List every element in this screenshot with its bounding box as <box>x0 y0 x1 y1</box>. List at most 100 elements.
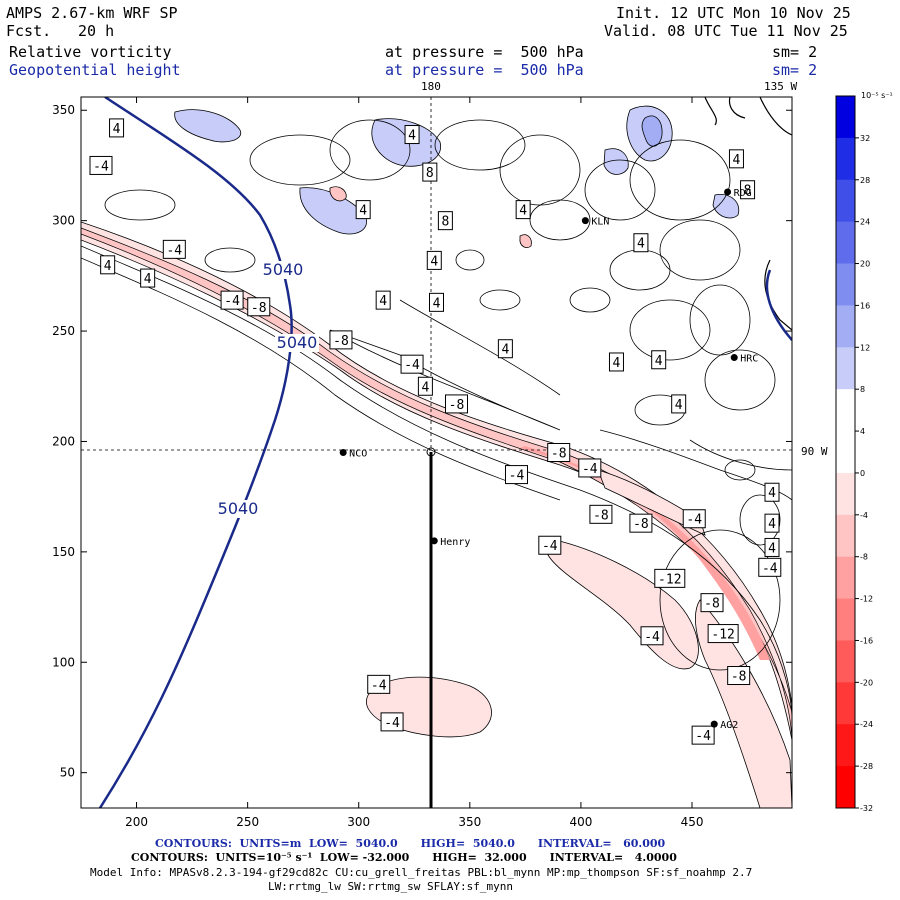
label-box <box>140 268 156 288</box>
vorticity-contour-label: -4 <box>682 509 706 529</box>
label-text: 4 <box>421 380 429 395</box>
forecast-label: Fcst. <box>6 22 52 40</box>
vorticity-contour-label: 4 <box>404 125 420 145</box>
label-text: 4 <box>519 204 527 219</box>
contour-rings <box>104 119 781 671</box>
colorbar-tick-label: -24 <box>860 720 873 729</box>
label-box <box>220 290 244 310</box>
label-box <box>404 125 420 145</box>
label-box <box>400 354 424 374</box>
label-box <box>633 233 649 253</box>
pos-vorticity-area-g <box>712 194 740 219</box>
station-label: KLN <box>591 217 609 228</box>
label-text: 4 <box>144 272 152 287</box>
label-box <box>422 162 438 182</box>
colorbar-tick-label: 0 <box>860 469 865 478</box>
label-text: 4 <box>655 354 663 369</box>
colorbar-swatch <box>836 389 855 432</box>
colorbar-tick-label: -20 <box>860 678 873 687</box>
station-dot <box>730 354 738 362</box>
vorticity-contour-label: 4 <box>764 537 780 557</box>
label-box <box>682 509 706 529</box>
station-marker: HRC <box>730 354 758 365</box>
label-box <box>89 155 113 175</box>
colorbar-swatch <box>836 598 855 641</box>
vorticity-contour-label: -4 <box>691 725 715 745</box>
level-vorticity: at pressure = 500 hPa <box>385 43 584 61</box>
label-box <box>162 239 186 259</box>
label-text: -4 <box>582 462 598 477</box>
colorbar-tick-label: -28 <box>860 762 873 771</box>
footer-model-info-2: LW:rrtmg_lw SW:rrtmg_sw SFLAY:sf_mynn <box>268 880 514 893</box>
vorticity-contour-label: 4 <box>109 118 125 138</box>
label-text: -8 <box>251 301 267 316</box>
label-box <box>691 725 715 745</box>
vorticity-contour-label: 4 <box>633 233 649 253</box>
label-box <box>547 443 571 462</box>
station-label: AG2 <box>720 720 738 731</box>
vorticity-contour-label: -4 <box>162 239 186 259</box>
vorticity-contour-label: 4 <box>608 352 624 372</box>
colorbar: 32 28 24 20 16 12 8 4 0 -4 -8 -12 -16 -20 -24 -28 -32 <box>835 95 873 813</box>
footer-model-info: Model Info: MPASv8.2.3-194-gf29cd82c CU:… <box>90 866 753 879</box>
colorbar-swatch <box>836 514 855 558</box>
y-tick-label: 200 <box>52 434 75 448</box>
colorbar-swatch <box>836 640 855 683</box>
label-text: 4 <box>113 122 121 137</box>
label-text: -8 <box>449 398 465 413</box>
y-tick-label: 350 <box>52 103 75 117</box>
neg-vorticity-blob-d <box>597 469 706 536</box>
label-text: -8 <box>633 517 649 532</box>
label-text: -12 <box>711 628 734 643</box>
label-text: -4 <box>224 294 240 309</box>
neg-vorticity-band-outer <box>81 221 792 800</box>
pos-vorticity-area-b <box>641 115 663 147</box>
coastline-a <box>704 97 792 136</box>
label-text: -4 <box>644 630 660 645</box>
smoothing-height: sm= 2 <box>772 61 818 79</box>
label-box <box>608 352 624 372</box>
colorbar-tick-label: 32 <box>860 134 870 143</box>
height-label-bg <box>216 500 260 518</box>
y-tick-label: 100 <box>52 655 75 669</box>
label-box <box>429 292 444 312</box>
label-text: -4 <box>404 358 420 373</box>
colorbar-frame <box>835 95 856 809</box>
label-text: 4 <box>408 129 416 144</box>
label-text: 4 <box>768 541 776 556</box>
lon-135w-label: 135 W <box>764 80 798 93</box>
footer-height-contours: CONTOURS: UNITS=m LOW= 5040.0 HIGH= 5040… <box>155 837 666 850</box>
label-box <box>329 330 353 350</box>
colorbar-tick-label: -8 <box>860 553 868 562</box>
label-box <box>728 149 744 169</box>
label-box <box>497 339 513 359</box>
vorticity-contour-label: 4 <box>140 268 156 288</box>
contour-line-d <box>399 299 561 396</box>
smoothing-vorticity: sm= 2 <box>772 43 818 61</box>
colorbar-swatch <box>836 263 855 306</box>
height-contour-label: 5040 <box>263 260 304 279</box>
vorticity-contour-label: -8 <box>700 593 724 613</box>
label-text: 8 <box>441 215 449 230</box>
vorticity-contour-label: -8 <box>329 330 353 350</box>
label-box <box>578 458 602 478</box>
label-text: 4 <box>768 517 776 532</box>
height-label-bg <box>275 334 319 352</box>
vorticity-labels: 4-4-444-4 -8-8-44-8-8-4 -4-8-8 -4-4-12-8-12… <box>89 118 782 745</box>
station-marker: RDG <box>724 188 752 199</box>
colorbar-tick-label: 28 <box>860 176 870 185</box>
vorticity-contour-label: -4 <box>220 290 244 310</box>
plot-area: 4-4-444-4 -8-8-44-8-8-4 -4-8-8 -4-4-12-8-12… <box>81 97 792 808</box>
pos-vorticity-area-f <box>603 148 629 175</box>
neg-vorticity-area-i <box>519 234 532 248</box>
field-height: Geopotential height <box>9 61 181 79</box>
colorbar-swatch <box>836 137 855 181</box>
height-labels: 5040 5040 5040 <box>216 260 319 518</box>
neg-vorticity-blob-c <box>695 599 792 808</box>
height-label-bg <box>261 261 305 279</box>
label-text: 4 <box>637 237 645 252</box>
label-text: 4 <box>104 259 112 274</box>
vorticity-contour-label: -8 <box>444 394 468 414</box>
label-box <box>764 482 780 502</box>
station-marker: NCO <box>339 449 367 460</box>
